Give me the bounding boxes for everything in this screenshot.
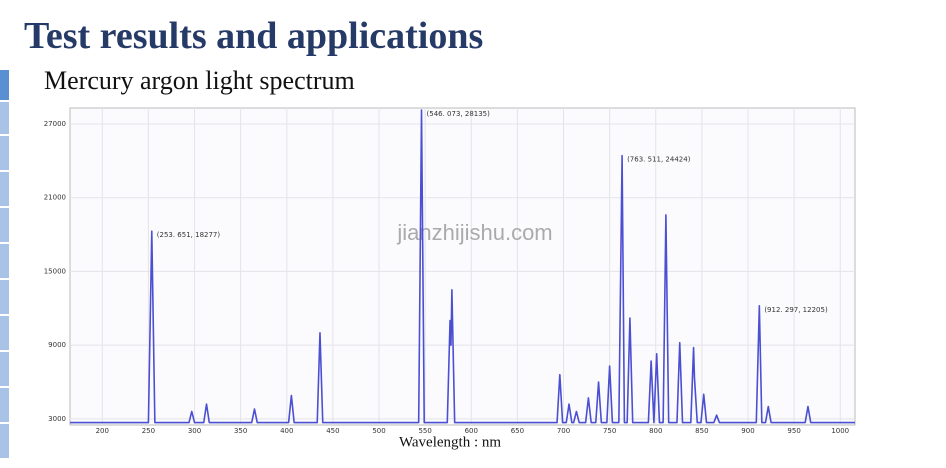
x-tick-label: 550 bbox=[418, 427, 431, 435]
decor bbox=[0, 352, 9, 388]
x-tick-label: 800 bbox=[649, 427, 662, 435]
decor bbox=[0, 316, 9, 352]
decor bbox=[0, 70, 9, 102]
x-tick-label: 650 bbox=[511, 427, 524, 435]
x-tick-label: 500 bbox=[372, 427, 385, 435]
x-tick-label: 950 bbox=[787, 427, 800, 435]
x-tick-label: 350 bbox=[234, 427, 247, 435]
x-tick-label: 400 bbox=[280, 427, 293, 435]
y-tick-label: 3000 bbox=[48, 415, 66, 423]
x-tick-label: 850 bbox=[695, 427, 708, 435]
decor bbox=[0, 280, 9, 316]
decor bbox=[0, 102, 9, 136]
plot-frame bbox=[69, 107, 856, 426]
peak-annotation: (912. 297, 12205) bbox=[764, 306, 828, 314]
spectrum-line bbox=[70, 109, 855, 424]
y-tick-label: 21000 bbox=[44, 194, 66, 202]
x-tick-label: 700 bbox=[557, 427, 570, 435]
decor bbox=[0, 424, 9, 460]
x-tick-label: 1000 bbox=[831, 427, 849, 435]
peak-annotation: (253. 651, 18277) bbox=[157, 231, 221, 239]
decor bbox=[0, 172, 9, 208]
peak-annotation: (763. 511, 24424) bbox=[627, 156, 691, 164]
x-tick-label: 900 bbox=[741, 427, 754, 435]
y-tick-label: 9000 bbox=[48, 341, 66, 349]
x-tick-label: 600 bbox=[465, 427, 478, 435]
x-tick-label: 200 bbox=[96, 427, 109, 435]
x-axis-label: Wavelength : nm bbox=[399, 434, 501, 450]
x-tick-label: 750 bbox=[603, 427, 616, 435]
x-tick-label: 250 bbox=[142, 427, 155, 435]
x-tick-label: 450 bbox=[326, 427, 339, 435]
peak-annotation: (546. 073, 28135) bbox=[427, 110, 491, 118]
decor bbox=[0, 136, 9, 172]
y-tick-label: 15000 bbox=[44, 267, 66, 275]
x-tick-label: 300 bbox=[188, 427, 201, 435]
title: Test results and applications bbox=[24, 15, 484, 57]
decor bbox=[0, 208, 9, 244]
y-tick-label: 27000 bbox=[44, 120, 66, 128]
subtitle: Mercury argon light spectrum bbox=[44, 66, 355, 95]
decor bbox=[0, 388, 9, 424]
decor bbox=[0, 244, 9, 280]
